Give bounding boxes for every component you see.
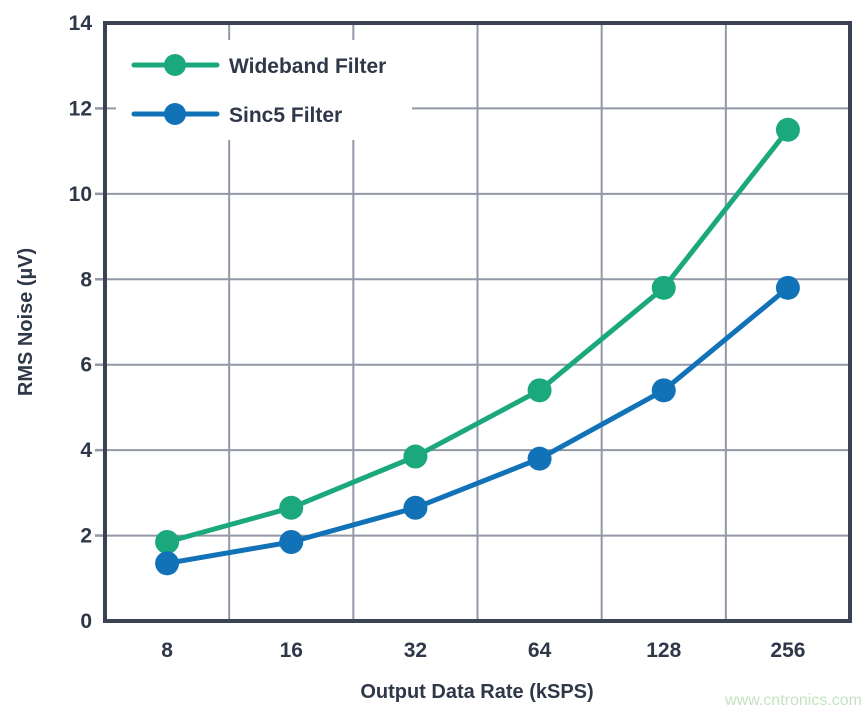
legend-item-wideband: Wideband Filter: [131, 54, 386, 78]
data-point: [775, 275, 800, 300]
x-tick-label: 128: [646, 639, 681, 662]
data-point: [403, 444, 428, 469]
x-tick-label: 64: [528, 639, 552, 662]
series-line: [164, 285, 791, 566]
y-tick-label: 10: [69, 183, 92, 206]
axes: [103, 21, 852, 623]
data-point: [155, 551, 180, 576]
x-tick-label: 256: [770, 639, 805, 662]
y-tick-label: 12: [69, 97, 92, 120]
legend: Wideband Filter Sinc5 Filter: [116, 40, 412, 140]
data-point: [155, 529, 180, 554]
tick-labels: 0 2 4 6 8 10 12 14 8 16 32 64 128 256: [69, 12, 806, 662]
y-tick-label: 0: [80, 610, 92, 633]
x-axis-title: Output Data Rate (kSPS): [360, 681, 593, 703]
legend-marker-icon: [164, 54, 186, 76]
data-point: [651, 275, 676, 300]
y-tick-label: 6: [80, 354, 92, 377]
data-point: [527, 378, 552, 403]
x-tick-label: 32: [404, 639, 427, 662]
data-point: [775, 117, 800, 142]
data-point: [403, 495, 428, 520]
x-tick-label: 8: [161, 639, 173, 662]
series-sinc5: [155, 275, 800, 576]
series-line: [164, 127, 791, 545]
y-tick-label: 4: [80, 439, 92, 462]
data-point: [651, 378, 676, 403]
data-point: [279, 529, 304, 554]
legend-item-sinc5: Sinc5 Filter: [131, 103, 342, 127]
x-tick-label: 16: [280, 639, 303, 662]
legend-marker-icon: [164, 103, 186, 125]
data-series: [155, 117, 800, 576]
y-tick-label: 8: [80, 268, 92, 291]
legend-label-sinc5: Sinc5 Filter: [229, 104, 342, 127]
series-wideband: [155, 117, 800, 554]
legend-label-wideband: Wideband Filter: [229, 55, 386, 78]
plot-border: [103, 21, 852, 623]
y-tick-label: 14: [69, 12, 93, 35]
legend-background: [116, 40, 412, 140]
y-axis-title: RMS Noise (µV): [15, 248, 37, 396]
y-tick-label: 2: [80, 525, 92, 548]
data-point: [527, 446, 552, 471]
watermark-link[interactable]: www.cntronics.com: [724, 692, 862, 709]
data-point: [279, 495, 304, 520]
